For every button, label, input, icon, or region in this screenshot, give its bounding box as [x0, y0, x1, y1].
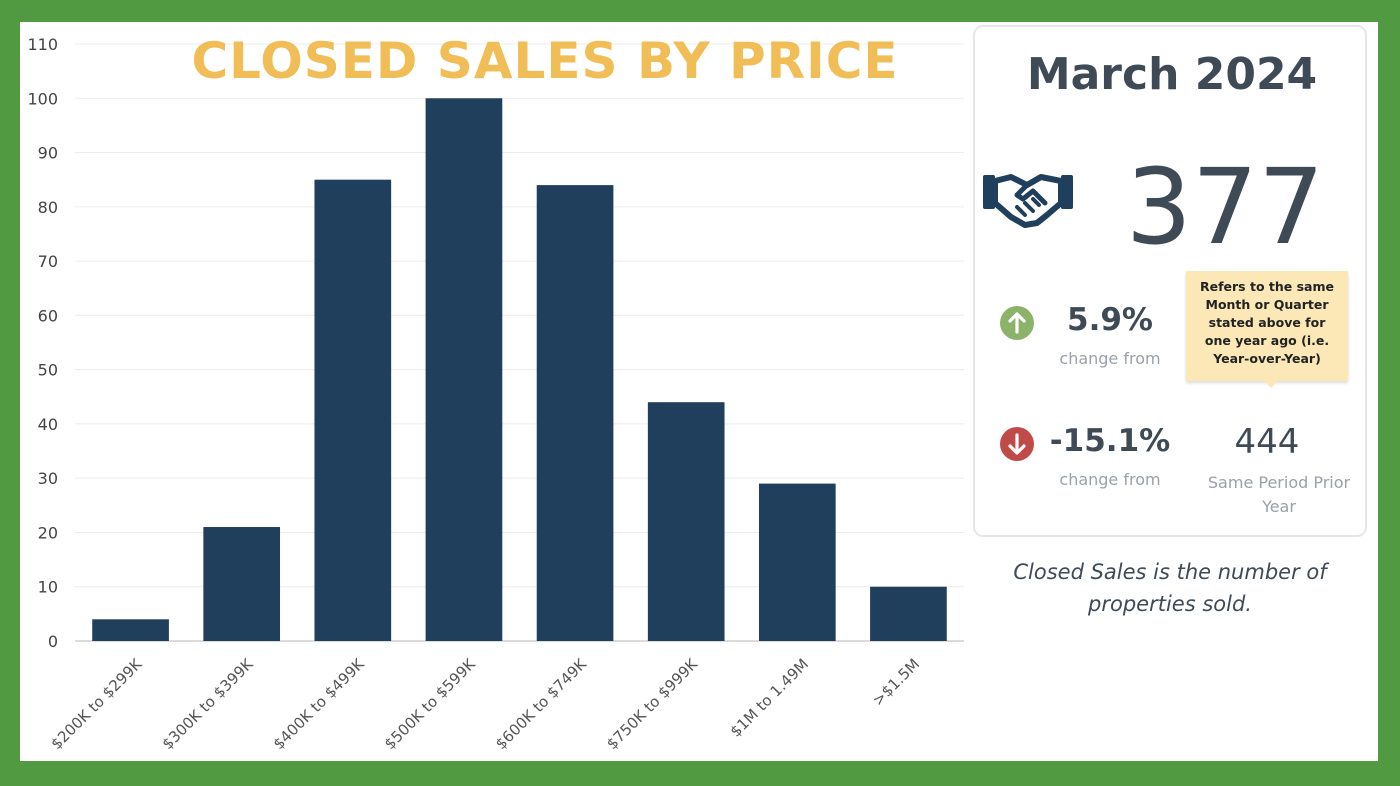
- x-tick-label: $500K to $599K: [381, 654, 480, 753]
- y-tick-label: 60: [38, 306, 58, 325]
- y-tick-label: 100: [27, 89, 58, 108]
- y-tick-label: 40: [38, 415, 58, 434]
- x-tick-label: $600K to $749K: [492, 654, 591, 753]
- x-tick-label: $200K to $299K: [47, 654, 146, 753]
- change-down-caption: change from: [1059, 470, 1161, 489]
- x-tick-label: $400K to $499K: [270, 654, 369, 753]
- change-up-value: 5.9%: [1067, 302, 1153, 338]
- handshake-icon: [983, 174, 1073, 228]
- x-tick-label: $1M to 1.49M: [727, 655, 813, 741]
- bar: [758, 483, 836, 641]
- bar: [92, 619, 169, 641]
- y-tick-label: 90: [38, 144, 58, 163]
- x-tick-label: >$1.5M: [869, 655, 923, 709]
- arrow-up-icon: [1000, 306, 1034, 340]
- total-closed-sales: 377: [1125, 146, 1325, 268]
- y-tick-label: 10: [38, 578, 58, 597]
- change-down-value: -15.1%: [1049, 423, 1171, 459]
- stats-card: March 2024 377 5.9% change from -15.1% c…: [973, 25, 1367, 537]
- y-tick-label: 0: [48, 632, 58, 651]
- infographic-canvas: 0 10 20 30 40 50 60 70 80 90 100 110 $200K to $299K $…: [20, 22, 1378, 761]
- change-up-caption: change from: [1059, 349, 1161, 368]
- footnote: Closed Sales is the number of properties…: [1013, 560, 1327, 616]
- y-tick-label: 80: [38, 198, 58, 217]
- x-tick-label: $750K to $999K: [603, 654, 702, 753]
- y-tick-label: 20: [38, 523, 58, 542]
- bar: [203, 527, 281, 641]
- arrow-down-icon: [1000, 427, 1034, 461]
- x-tick-label: $300K to $399K: [158, 654, 257, 753]
- prior-year-caption: Same Period Prior Year: [1207, 473, 1351, 516]
- y-tick-label: 70: [38, 252, 58, 271]
- y-tick-label: 50: [38, 361, 58, 380]
- tooltip-text: Refers to the same Month or Quarter stat…: [1186, 271, 1348, 381]
- bar: [870, 586, 947, 641]
- y-tick-label: 30: [38, 469, 58, 488]
- bar: [425, 98, 503, 642]
- chart-title: CLOSED SALES BY PRICE: [191, 32, 899, 90]
- prior-year-value: 444: [1234, 422, 1300, 462]
- period-label: March 2024: [1026, 49, 1318, 100]
- y-tick-label: 110: [27, 35, 58, 54]
- bar: [647, 402, 725, 641]
- bar: [314, 179, 392, 641]
- bar: [536, 185, 614, 642]
- tooltip-pointer: [1264, 381, 1278, 388]
